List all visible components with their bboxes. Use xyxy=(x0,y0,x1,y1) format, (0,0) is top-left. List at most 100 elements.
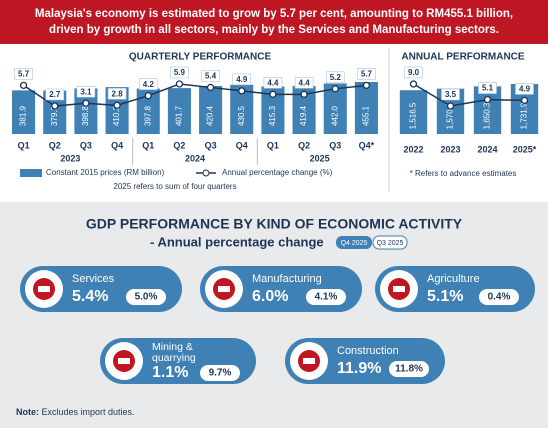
bar-value-label: 397.8 xyxy=(143,105,152,126)
line-value-label: 3.5 xyxy=(445,90,457,99)
sector-q3: 4.1% xyxy=(315,292,338,303)
label-box xyxy=(404,66,423,79)
sector-q3-pill xyxy=(389,361,429,377)
legend-text: Q3 2025 xyxy=(377,240,404,247)
line-value-label: 5.7 xyxy=(18,69,30,78)
line-value-label: 4.9 xyxy=(236,75,248,84)
header-text: driven by growth in all sectors, mainly … xyxy=(49,24,499,36)
x-tick-label: Q1 xyxy=(267,140,279,150)
legend-text: Annual percentage change (%) xyxy=(222,168,333,177)
bar-value-label: 381.9 xyxy=(19,105,28,126)
bar xyxy=(323,83,347,134)
line-marker xyxy=(51,102,59,110)
label-box xyxy=(45,88,65,101)
line-marker xyxy=(331,85,339,93)
line-marker xyxy=(520,96,529,105)
sector-q4: 11.9% xyxy=(337,360,381,377)
label-box xyxy=(14,68,33,80)
label-box xyxy=(515,83,534,95)
line-marker xyxy=(300,90,308,98)
line-marker xyxy=(269,90,277,98)
x-tick-label: Q4 xyxy=(236,140,248,150)
line-value-label: 5.7 xyxy=(361,69,373,78)
sector-q3: 11.8% xyxy=(395,364,423,375)
x-tick-label: Q3 xyxy=(80,140,92,150)
bar-value-label: 410.2 xyxy=(112,105,121,126)
bar xyxy=(199,85,223,134)
line-value-label: 5.1 xyxy=(482,84,494,93)
bar-value-label: 415.3 xyxy=(268,105,277,126)
sector-name-line: Mining & xyxy=(152,341,193,353)
x-tick-label: Q4* xyxy=(359,140,375,150)
x-tick-label: Q1 xyxy=(142,140,154,150)
line-value-label: 9.0 xyxy=(408,68,420,77)
line-marker xyxy=(446,102,455,110)
line-marker xyxy=(19,81,28,90)
footnote: * Refers to advance estimates xyxy=(410,169,517,178)
bar-value-label: 455.1 xyxy=(362,105,371,126)
bar-value-label: 1,731.9 xyxy=(520,102,529,129)
x-tick-label: Q3 xyxy=(205,140,217,150)
sector-q3: 5.0% xyxy=(135,292,158,303)
group-label: 2025 xyxy=(310,153,330,163)
sector-q3-pill xyxy=(126,289,166,305)
x-tick-label: Q4 xyxy=(111,140,123,150)
sector-q4: 6.0% xyxy=(252,288,288,305)
bar-value-label: 420.4 xyxy=(206,105,215,126)
x-tick-label: Q2 xyxy=(173,140,185,150)
x-tick-label: Q2 xyxy=(49,140,61,150)
label-box xyxy=(441,88,460,101)
label-box xyxy=(76,85,96,98)
bar xyxy=(292,86,316,134)
chart-title: QUARTERLY PERFORMANCE xyxy=(129,52,272,63)
header-band xyxy=(0,0,548,44)
label-box xyxy=(107,88,127,100)
line-value-label: 4.4 xyxy=(267,78,279,87)
line-value-label: 4.9 xyxy=(519,85,531,94)
sector-background xyxy=(0,202,548,428)
bar-value-label: 1,570.1 xyxy=(446,102,455,129)
label-box xyxy=(325,71,345,84)
bar xyxy=(399,90,428,134)
sector-name-line: quarrying xyxy=(152,352,196,364)
line-value-label: 2.8 xyxy=(112,89,124,98)
bar xyxy=(230,84,254,134)
line xyxy=(413,83,525,107)
sector-icon-detail xyxy=(118,358,130,364)
x-tick-label: 2024 xyxy=(477,144,497,154)
sector-icon-detail xyxy=(303,358,315,364)
line-marker xyxy=(206,83,215,92)
line-value-label: 3.1 xyxy=(80,87,92,96)
sector-name: Agriculture xyxy=(427,273,480,285)
legend-swatch xyxy=(20,169,42,177)
sector-q3-pill xyxy=(479,289,519,305)
label-box xyxy=(357,68,376,80)
note: Note: Excludes import duties. xyxy=(16,407,135,417)
bar xyxy=(12,90,36,134)
sector-q3-pill xyxy=(306,289,346,305)
note-label: Note: xyxy=(16,407,39,417)
line-marker xyxy=(175,80,184,88)
line-value-label: 5.4 xyxy=(205,72,217,81)
note-text: Excludes import duties. xyxy=(42,407,135,417)
label-box xyxy=(478,82,497,94)
line-marker xyxy=(409,80,418,88)
line-marker xyxy=(113,101,121,109)
line xyxy=(23,83,367,107)
bar-value-label: 1,516.5 xyxy=(409,102,418,129)
line-value-label: 4.4 xyxy=(299,78,311,87)
sector-icon-detail xyxy=(393,286,405,292)
legend-text: Constant 2015 prices (RM billion) xyxy=(46,168,165,177)
label-box xyxy=(138,78,158,90)
line-value-label: 4.2 xyxy=(143,80,155,89)
line-marker xyxy=(362,81,371,90)
chart-title: ANNUAL PERFORMANCE xyxy=(401,52,524,63)
section-title: GDP PERFORMANCE BY KIND OF ECONOMIC ACTI… xyxy=(86,216,463,232)
group-label: 2024 xyxy=(185,153,205,163)
footnote: 2025 refers to sum of four quarters xyxy=(113,182,236,191)
sector-q3: 0.4% xyxy=(488,292,511,303)
sector-q4: 5.4% xyxy=(72,288,108,305)
group-label: 2023 xyxy=(60,153,80,163)
line-value-label: 2.7 xyxy=(49,90,61,99)
label-box xyxy=(294,77,314,89)
